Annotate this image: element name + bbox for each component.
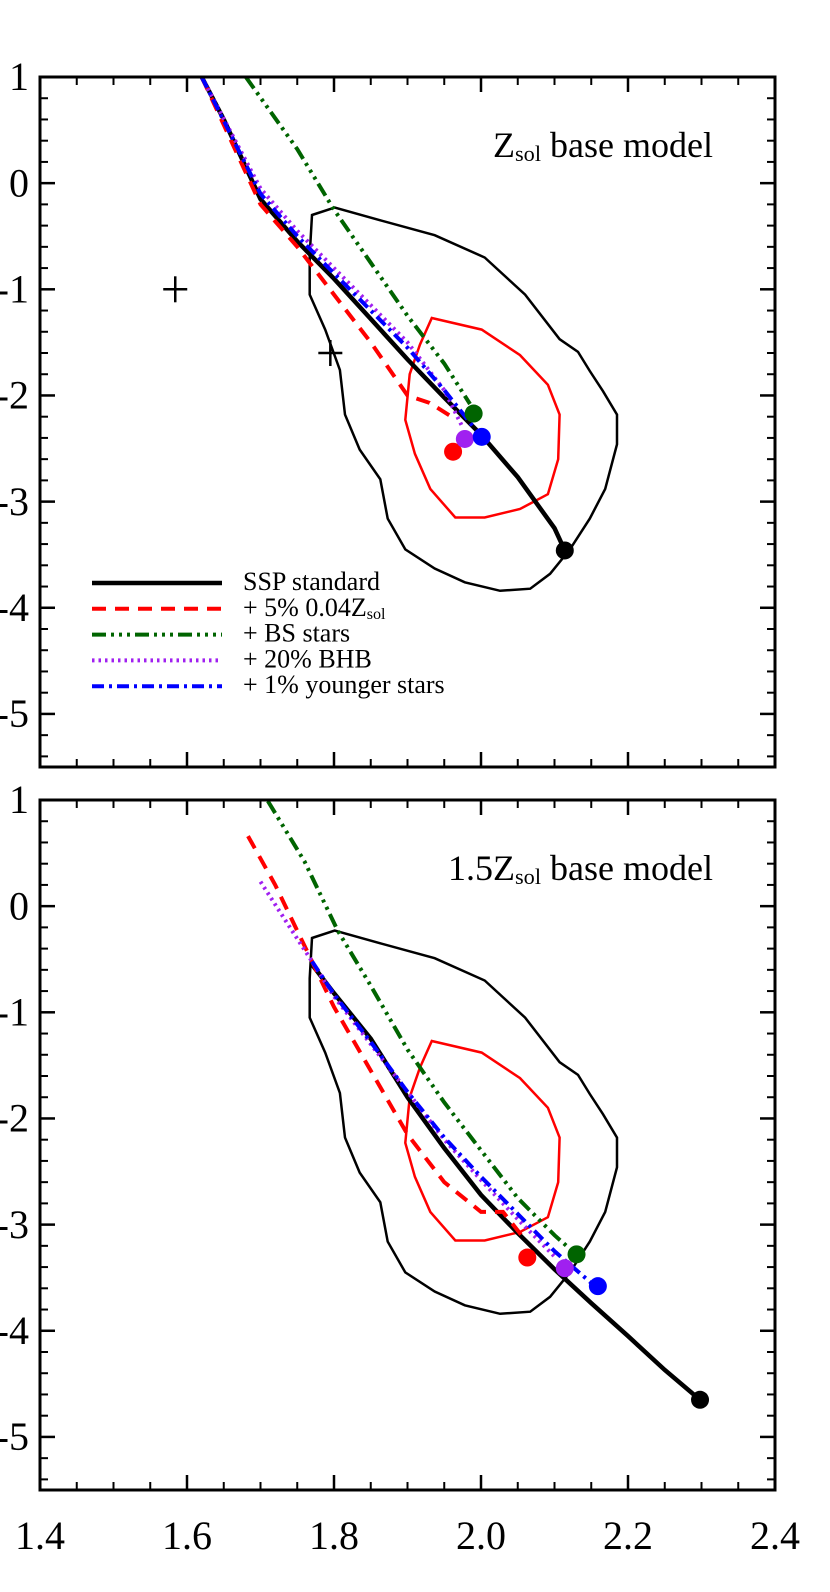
end-marker [455, 429, 474, 448]
x-tick-label: 2.2 [603, 1513, 653, 1558]
x-tick-label: 2.4 [750, 1513, 800, 1558]
end-marker [567, 1245, 586, 1264]
y-tick-label: -4 [0, 585, 29, 630]
end-marker [691, 1390, 710, 1409]
legend-label-part: sol [367, 605, 386, 622]
legend-label: SSP standard [243, 567, 380, 596]
legend-label: + 5% 0.04Zsol [243, 593, 386, 623]
contour [308, 206, 619, 593]
end-marker [555, 1259, 574, 1278]
y-tick-label: -5 [0, 1414, 29, 1459]
end-marker [464, 404, 483, 423]
contour [404, 316, 561, 519]
series-line [310, 960, 593, 1285]
panel-title-part: base model [541, 848, 713, 888]
panel-title-part: 1.5Z [448, 848, 515, 888]
y-tick-label: -1 [0, 989, 29, 1034]
y-tick-label: -3 [0, 1202, 29, 1247]
y-tick-label: -2 [0, 373, 29, 418]
panel-title-part: Z [493, 125, 515, 165]
frame [38, 798, 777, 1492]
x-tick-label: 2.0 [456, 1513, 506, 1558]
y-tick-label: 1 [9, 777, 29, 822]
panel: -5 -4 -3 -2 -1 0 1 [0, 54, 777, 769]
x-tick-label: 1.6 [162, 1513, 212, 1558]
series-line [199, 77, 453, 419]
frame [38, 75, 777, 769]
legend-label-part: + 1% younger stars [243, 670, 445, 699]
panel-title: Zsol base model [493, 125, 713, 165]
panel-title-part: base model [541, 125, 713, 165]
x-tick-label: 1.8 [309, 1513, 359, 1558]
y-tick-label: -4 [0, 1308, 29, 1353]
legend-label-part: SSP standard [243, 567, 380, 596]
panel-title-part: sol [515, 864, 541, 889]
end-marker [444, 442, 463, 461]
y-tick-label: -5 [0, 691, 29, 736]
end-marker [472, 427, 491, 446]
series-line [258, 880, 556, 1258]
series-line [199, 77, 567, 552]
x-tick-label: 1.4 [15, 1513, 65, 1558]
end-marker [588, 1277, 607, 1296]
y-tick-label: -3 [0, 479, 29, 524]
series-line [199, 77, 465, 429]
end-marker [555, 541, 574, 560]
y-tick-label: 0 [9, 883, 29, 928]
legend-label-part: + 20% BHB [243, 644, 372, 673]
series-line [244, 77, 472, 406]
contour [404, 1039, 561, 1242]
legend-label: + BS stars [243, 619, 350, 648]
y-tick-label: 1 [9, 54, 29, 99]
panel-title: 1.5Zsol base model [448, 848, 713, 888]
legend-label-part: + BS stars [243, 619, 350, 648]
contour [308, 929, 619, 1316]
series-line [310, 963, 702, 1402]
y-tick-label: -2 [0, 1096, 29, 1141]
series-line [199, 77, 476, 429]
legend-label-part: + 5% 0.04Z [243, 593, 367, 622]
panel: -5 -4 -3 -2 -1 0 1 [0, 777, 777, 1492]
y-tick-label: -1 [0, 266, 29, 311]
y-tick-label: 0 [9, 160, 29, 205]
legend-label: + 20% BHB [243, 644, 372, 673]
legend-label: + 1% younger stars [243, 670, 445, 699]
end-marker [518, 1248, 537, 1267]
panel-title-part: sol [515, 141, 541, 166]
series-line [246, 835, 523, 1237]
